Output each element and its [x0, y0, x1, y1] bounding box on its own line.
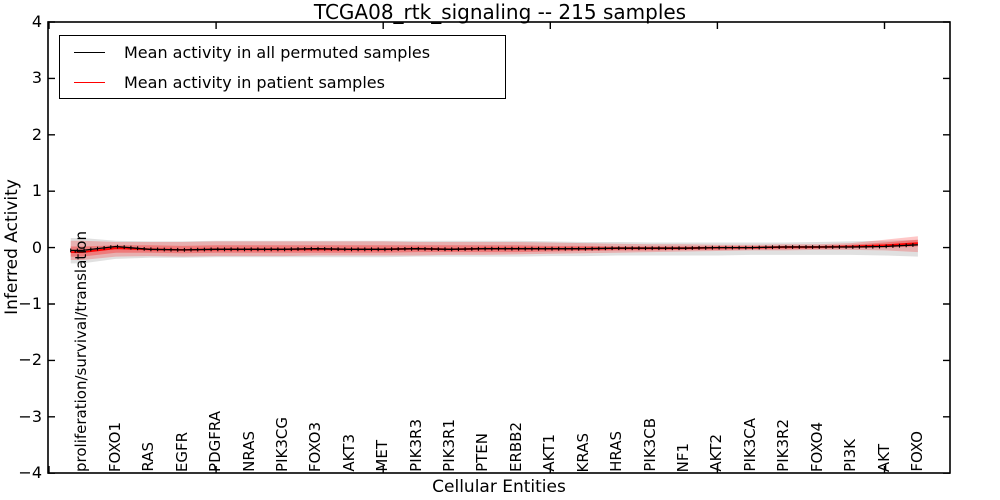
y-tick-label: −1	[18, 294, 42, 313]
x-tick-label: FOXO4	[807, 421, 826, 472]
x-tick-label: KRAS	[573, 432, 592, 472]
x-axis-label: Cellular Entities	[432, 477, 566, 497]
x-tick-label: FOXO1	[105, 421, 124, 472]
y-tick-label: 3	[31, 68, 42, 88]
y-tick-label: 0	[31, 237, 42, 257]
permuted-line-sample	[74, 51, 105, 53]
x-tick-label: PIK3CA	[740, 418, 759, 472]
legend-label-permuted: Mean activity in all permuted samples	[124, 42, 431, 62]
legend-entry-patient: Mean activity in patient samples	[60, 67, 505, 97]
x-tick-label: PIK3R3	[406, 419, 425, 472]
x-tick-label: MET	[373, 440, 392, 472]
x-tick-label: PIK3CG	[272, 417, 291, 472]
x-tick-label: AKT3	[339, 434, 358, 472]
legend: Mean activity in all permuted samples Me…	[59, 35, 506, 99]
x-tick-label: PDGFRA	[206, 411, 225, 472]
x-tick-label: AKT1	[540, 434, 559, 472]
x-tick-label: PIK3R1	[440, 419, 459, 472]
permuted-mean-line	[70, 244, 918, 252]
x-tick-label: PIK3CB	[640, 418, 659, 472]
patient-line-sample	[74, 81, 105, 83]
legend-label-patient: Mean activity in patient samples	[124, 72, 385, 92]
x-tick-label: NF1	[673, 442, 692, 472]
x-tick-label: proliferation/survival/translation	[72, 230, 91, 472]
x-tick-label: NRAS	[239, 431, 258, 472]
legend-entry-permuted: Mean activity in all permuted samples	[60, 37, 505, 67]
x-tick-label: PTEN	[473, 433, 492, 472]
permuted-sample-range-band	[70, 238, 918, 264]
y-tick-label: 4	[31, 12, 42, 31]
x-tick-label: RAS	[139, 442, 158, 472]
y-tick-label: 1	[31, 181, 42, 201]
x-tick-label: EGFR	[172, 431, 191, 472]
x-tick-label: HRAS	[607, 431, 626, 472]
y-tick-label: −4	[18, 463, 42, 483]
x-tick-label: AKT	[874, 443, 893, 472]
y-tick-label: 2	[31, 124, 42, 144]
plot-frame	[47, 21, 951, 474]
permuted-line-markers	[70, 243, 914, 253]
y-tick-label: −3	[18, 406, 42, 426]
x-tick-label: PI3K	[841, 439, 860, 472]
x-tick-label: PIK3R2	[774, 419, 793, 472]
chart-title: TCGA08_rtk_signaling -- 215 samples	[313, 0, 687, 24]
x-tick-label: FOXO3	[306, 421, 325, 472]
y-tick-label: −2	[18, 350, 42, 370]
x-tick-label: FOXO	[907, 431, 926, 472]
x-tick-label: AKT2	[707, 434, 726, 472]
x-tick-label: ERBB2	[506, 421, 525, 472]
